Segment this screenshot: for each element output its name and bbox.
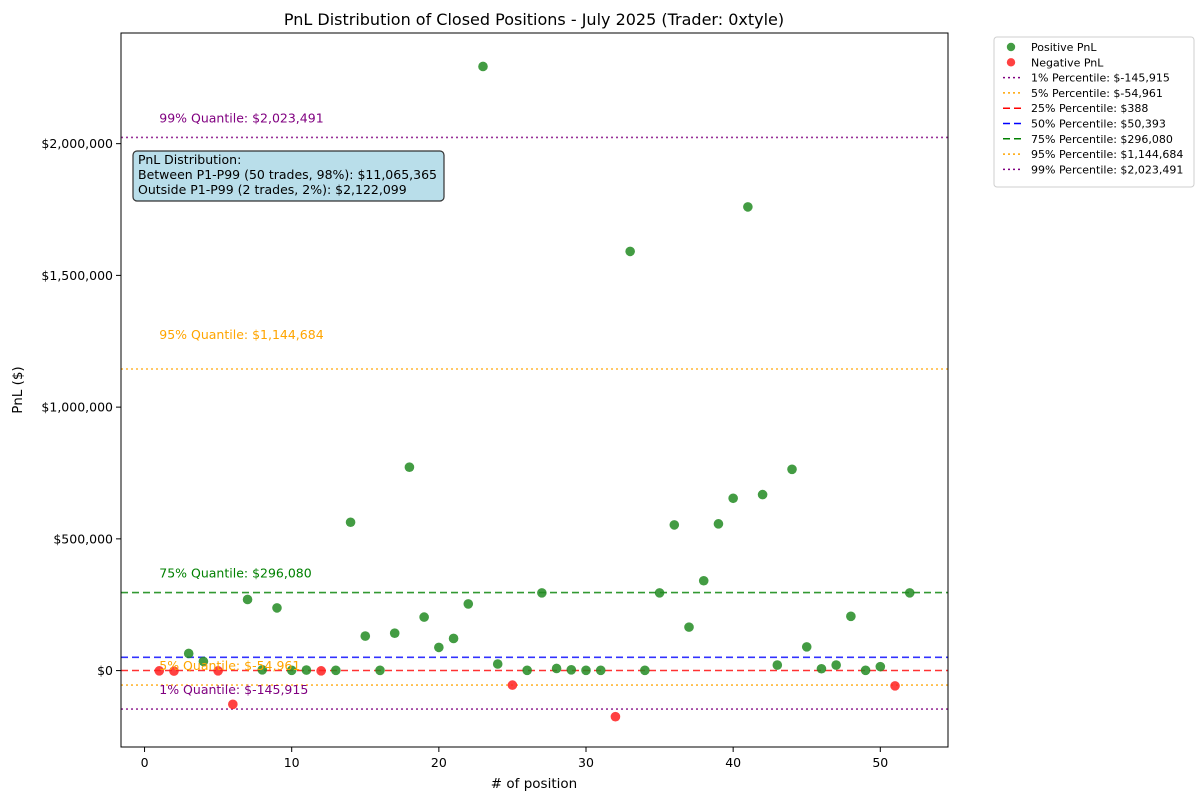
data-point: [331, 665, 341, 676]
data-point: [772, 660, 783, 670]
data-point: [301, 665, 312, 675]
legend-label: 75% Percentile: $296,080: [1031, 133, 1173, 146]
data-point: [684, 622, 694, 632]
quantile-label: 1% Quantile: $-145,915: [159, 682, 308, 697]
plot-area: 1% Quantile: $-145,915 5% Quantile: $-54,…: [120, 32, 949, 748]
legend-label: Positive PnL: [1031, 41, 1097, 54]
data-point: [404, 462, 415, 472]
data-point: [286, 665, 297, 676]
y-axis: $0 $500,000 $1,000,000 $1,500,000 $2,000,000: [41, 136, 121, 678]
chart-title: PnL Distribution of Closed Positions - J…: [284, 10, 784, 29]
data-point: [154, 666, 165, 676]
data-point: [846, 611, 856, 622]
data-point: [537, 588, 547, 598]
x-tick-label: 40: [725, 755, 741, 770]
quantile-label: 95% Quantile: $1,144,684: [159, 327, 323, 342]
data-point: [875, 661, 886, 672]
legend-label: 50% Percentile: $50,393: [1031, 118, 1166, 131]
data-point: [581, 665, 591, 676]
quantile-label: 5% Quantile: $-54,961: [159, 658, 300, 673]
data-point: [904, 588, 915, 598]
data-point: [169, 666, 179, 676]
legend-label: 1% Percentile: $-145,915: [1031, 72, 1170, 85]
data-point: [419, 612, 429, 622]
annotation-line: Outside P1-P99 (2 trades, 2%): $2,122,09…: [138, 182, 407, 197]
legend-label: 25% Percentile: $388: [1031, 102, 1148, 115]
legend-label: 95% Percentile: $1,144,684: [1031, 148, 1183, 161]
data-point: [522, 665, 532, 676]
data-point: [316, 666, 326, 676]
legend-label: Negative PnL: [1031, 56, 1104, 69]
data-point: [360, 631, 371, 641]
data-point: [860, 665, 871, 676]
y-tick-label: $1,500,000: [41, 268, 113, 283]
legend-box: [993, 36, 1195, 188]
data-point: [698, 575, 709, 586]
data-point: [183, 648, 194, 659]
pnl-distribution-annotation: PnL Distribution:Between P1-P99 (50 trad…: [132, 150, 445, 202]
data-point: [757, 489, 768, 500]
data-point: [669, 520, 680, 530]
data-point: [463, 599, 474, 609]
data-point: [787, 464, 797, 475]
data-point: [375, 665, 385, 676]
data-point: [816, 663, 827, 674]
annotation-line: Between P1-P99 (50 trades, 98%): $11,065…: [138, 167, 437, 182]
annotation-box-background: [132, 150, 445, 202]
x-tick-label: 30: [578, 755, 594, 770]
legend-marker: [1006, 42, 1016, 52]
data-point: [242, 594, 253, 605]
y-tick-label: $500,000: [53, 531, 113, 546]
data-point: [713, 519, 724, 529]
x-tick-label: 20: [431, 755, 447, 770]
legend: Positive PnL Negative PnL 1% Percentile: $…: [993, 36, 1195, 188]
data-point: [272, 603, 282, 613]
legend-label: 5% Percentile: $-54,961: [1031, 87, 1163, 100]
plot-frame-background: [121, 33, 948, 747]
data-point: [640, 665, 650, 676]
data-point: [654, 588, 665, 598]
quantile-labels: 1% Quantile: $-145,915 5% Quantile: $-54,…: [159, 110, 323, 697]
data-point: [257, 665, 268, 675]
data-point: [345, 517, 356, 528]
data-point: [566, 665, 577, 675]
data-point: [389, 628, 400, 638]
x-tick-label: 0: [141, 755, 149, 770]
y-tick-label: $0: [97, 663, 113, 678]
quantile-label: 99% Quantile: $2,023,491: [159, 110, 323, 125]
data-point: [801, 642, 812, 652]
data-point: [625, 246, 635, 257]
y-axis-title: PnL ($): [10, 366, 26, 413]
x-axis: 0 10 20 30 40 50: [141, 747, 888, 770]
x-axis-title: # of position: [491, 776, 577, 792]
data-point: [448, 633, 459, 644]
data-point: [198, 656, 209, 667]
data-point: [610, 711, 621, 722]
data-point: [228, 699, 238, 710]
x-tick-label: 50: [872, 755, 888, 770]
annotation-line: PnL Distribution:: [138, 152, 241, 167]
data-point: [551, 663, 562, 674]
data-point: [434, 642, 444, 653]
data-point: [213, 666, 223, 676]
data-point: [890, 681, 900, 691]
quantile-label: 75% Quantile: $296,080: [159, 566, 312, 581]
y-tick-label: $2,000,000: [41, 136, 113, 151]
data-point: [831, 660, 841, 670]
data-point: [507, 680, 518, 690]
data-point: [743, 202, 753, 212]
legend-marker: [1006, 58, 1016, 67]
data-point: [492, 659, 503, 669]
y-tick-label: $1,000,000: [41, 400, 113, 415]
data-point: [728, 493, 738, 504]
legend-label: 99% Percentile: $2,023,491: [1031, 163, 1183, 176]
data-point: [478, 61, 488, 72]
data-points: [154, 61, 915, 722]
x-tick-label: 10: [284, 755, 300, 770]
plot-frame: [120, 32, 949, 748]
data-point: [595, 665, 606, 676]
